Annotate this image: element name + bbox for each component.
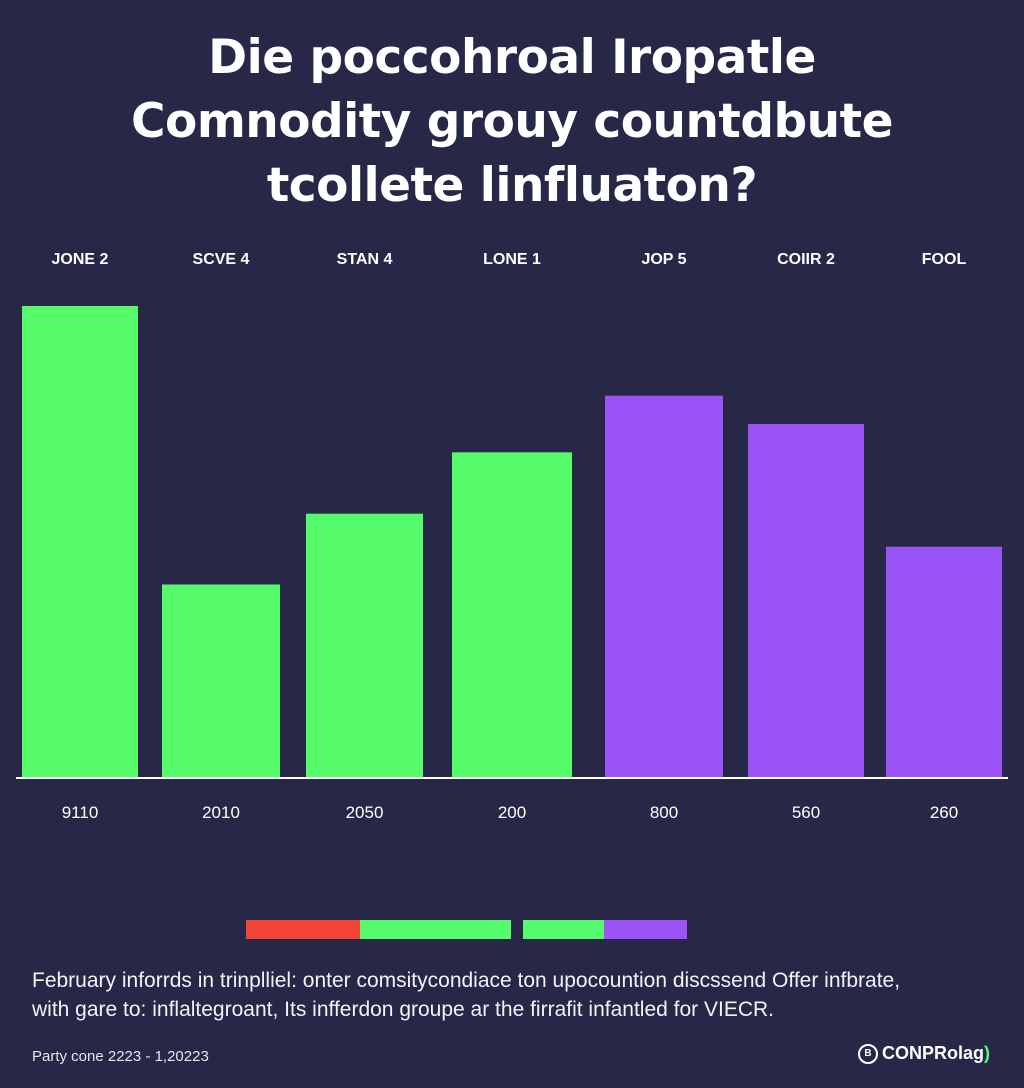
value-label-4: 200 bbox=[498, 803, 526, 822]
category-label-7: FOOL bbox=[922, 251, 967, 268]
bar-2 bbox=[162, 584, 280, 778]
category-label-2: SCVE 4 bbox=[193, 251, 250, 268]
value-label-1: 9110 bbox=[62, 803, 99, 822]
category-label-3: STAN 4 bbox=[337, 251, 393, 268]
value-label-7: 260 bbox=[930, 803, 958, 822]
bar-7 bbox=[886, 546, 1002, 778]
footnote: February inforrds in trinplliel: onter c… bbox=[32, 966, 992, 1024]
value-label-5: 800 bbox=[650, 803, 678, 822]
brand-name: CONPRolag bbox=[881, 1043, 984, 1063]
value-label-6: 560 bbox=[792, 803, 820, 822]
legend-segment-1 bbox=[246, 920, 360, 939]
category-label-6: COIIR 2 bbox=[777, 251, 835, 268]
category-label-5: JOP 5 bbox=[641, 251, 686, 268]
title-line-3: tcollete linfluaton? bbox=[266, 158, 758, 213]
value-label-2: 2010 bbox=[202, 803, 240, 822]
bar-chart: JONE 2 SCVE 4 STAN 4 LONE 1 JOP 5 COIIR 2 FOOL… bbox=[16, 251, 1008, 822]
value-label-3: 2050 bbox=[346, 803, 384, 822]
bar-1 bbox=[22, 306, 138, 778]
legend-segment-4 bbox=[523, 920, 604, 939]
category-label-4: LONE 1 bbox=[483, 251, 541, 268]
category-label-1: JONE 2 bbox=[52, 251, 109, 268]
category-labels: JONE 2 SCVE 4 STAN 4 LONE 1 JOP 5 COIIR 2 FOOL bbox=[52, 251, 967, 268]
footnote-line-1: February inforrds in trinplliel: onter c… bbox=[32, 969, 901, 992]
title-line-1: Die poccohroal Iropatle bbox=[208, 30, 816, 85]
bar-3 bbox=[306, 513, 423, 778]
brand-suffix: ) bbox=[984, 1043, 990, 1063]
legend-segment-2 bbox=[360, 920, 511, 939]
footnote-line-2: with gare to: inflaltegroant, Its inffer… bbox=[32, 998, 775, 1021]
chart-title: Die poccohroal Iropatle Comnodity grouy … bbox=[0, 26, 1024, 218]
brand-logo: B CONPRolag ) bbox=[857, 1043, 990, 1064]
legend-segment-3 bbox=[511, 920, 523, 939]
bars bbox=[22, 306, 1002, 778]
source-note: Party cone 2223 - 1,20223 bbox=[32, 1048, 209, 1065]
bar-5 bbox=[605, 395, 723, 778]
bar-6 bbox=[748, 424, 864, 778]
coin-icon: B bbox=[857, 1043, 878, 1064]
bar-4 bbox=[452, 452, 572, 778]
legend-segment-5 bbox=[604, 920, 687, 939]
title-line-2: Comnodity grouy countdbute bbox=[131, 94, 893, 149]
value-labels: 9110 2010 2050 200 800 560 260 bbox=[62, 803, 958, 822]
legend-color-bar bbox=[246, 920, 687, 939]
